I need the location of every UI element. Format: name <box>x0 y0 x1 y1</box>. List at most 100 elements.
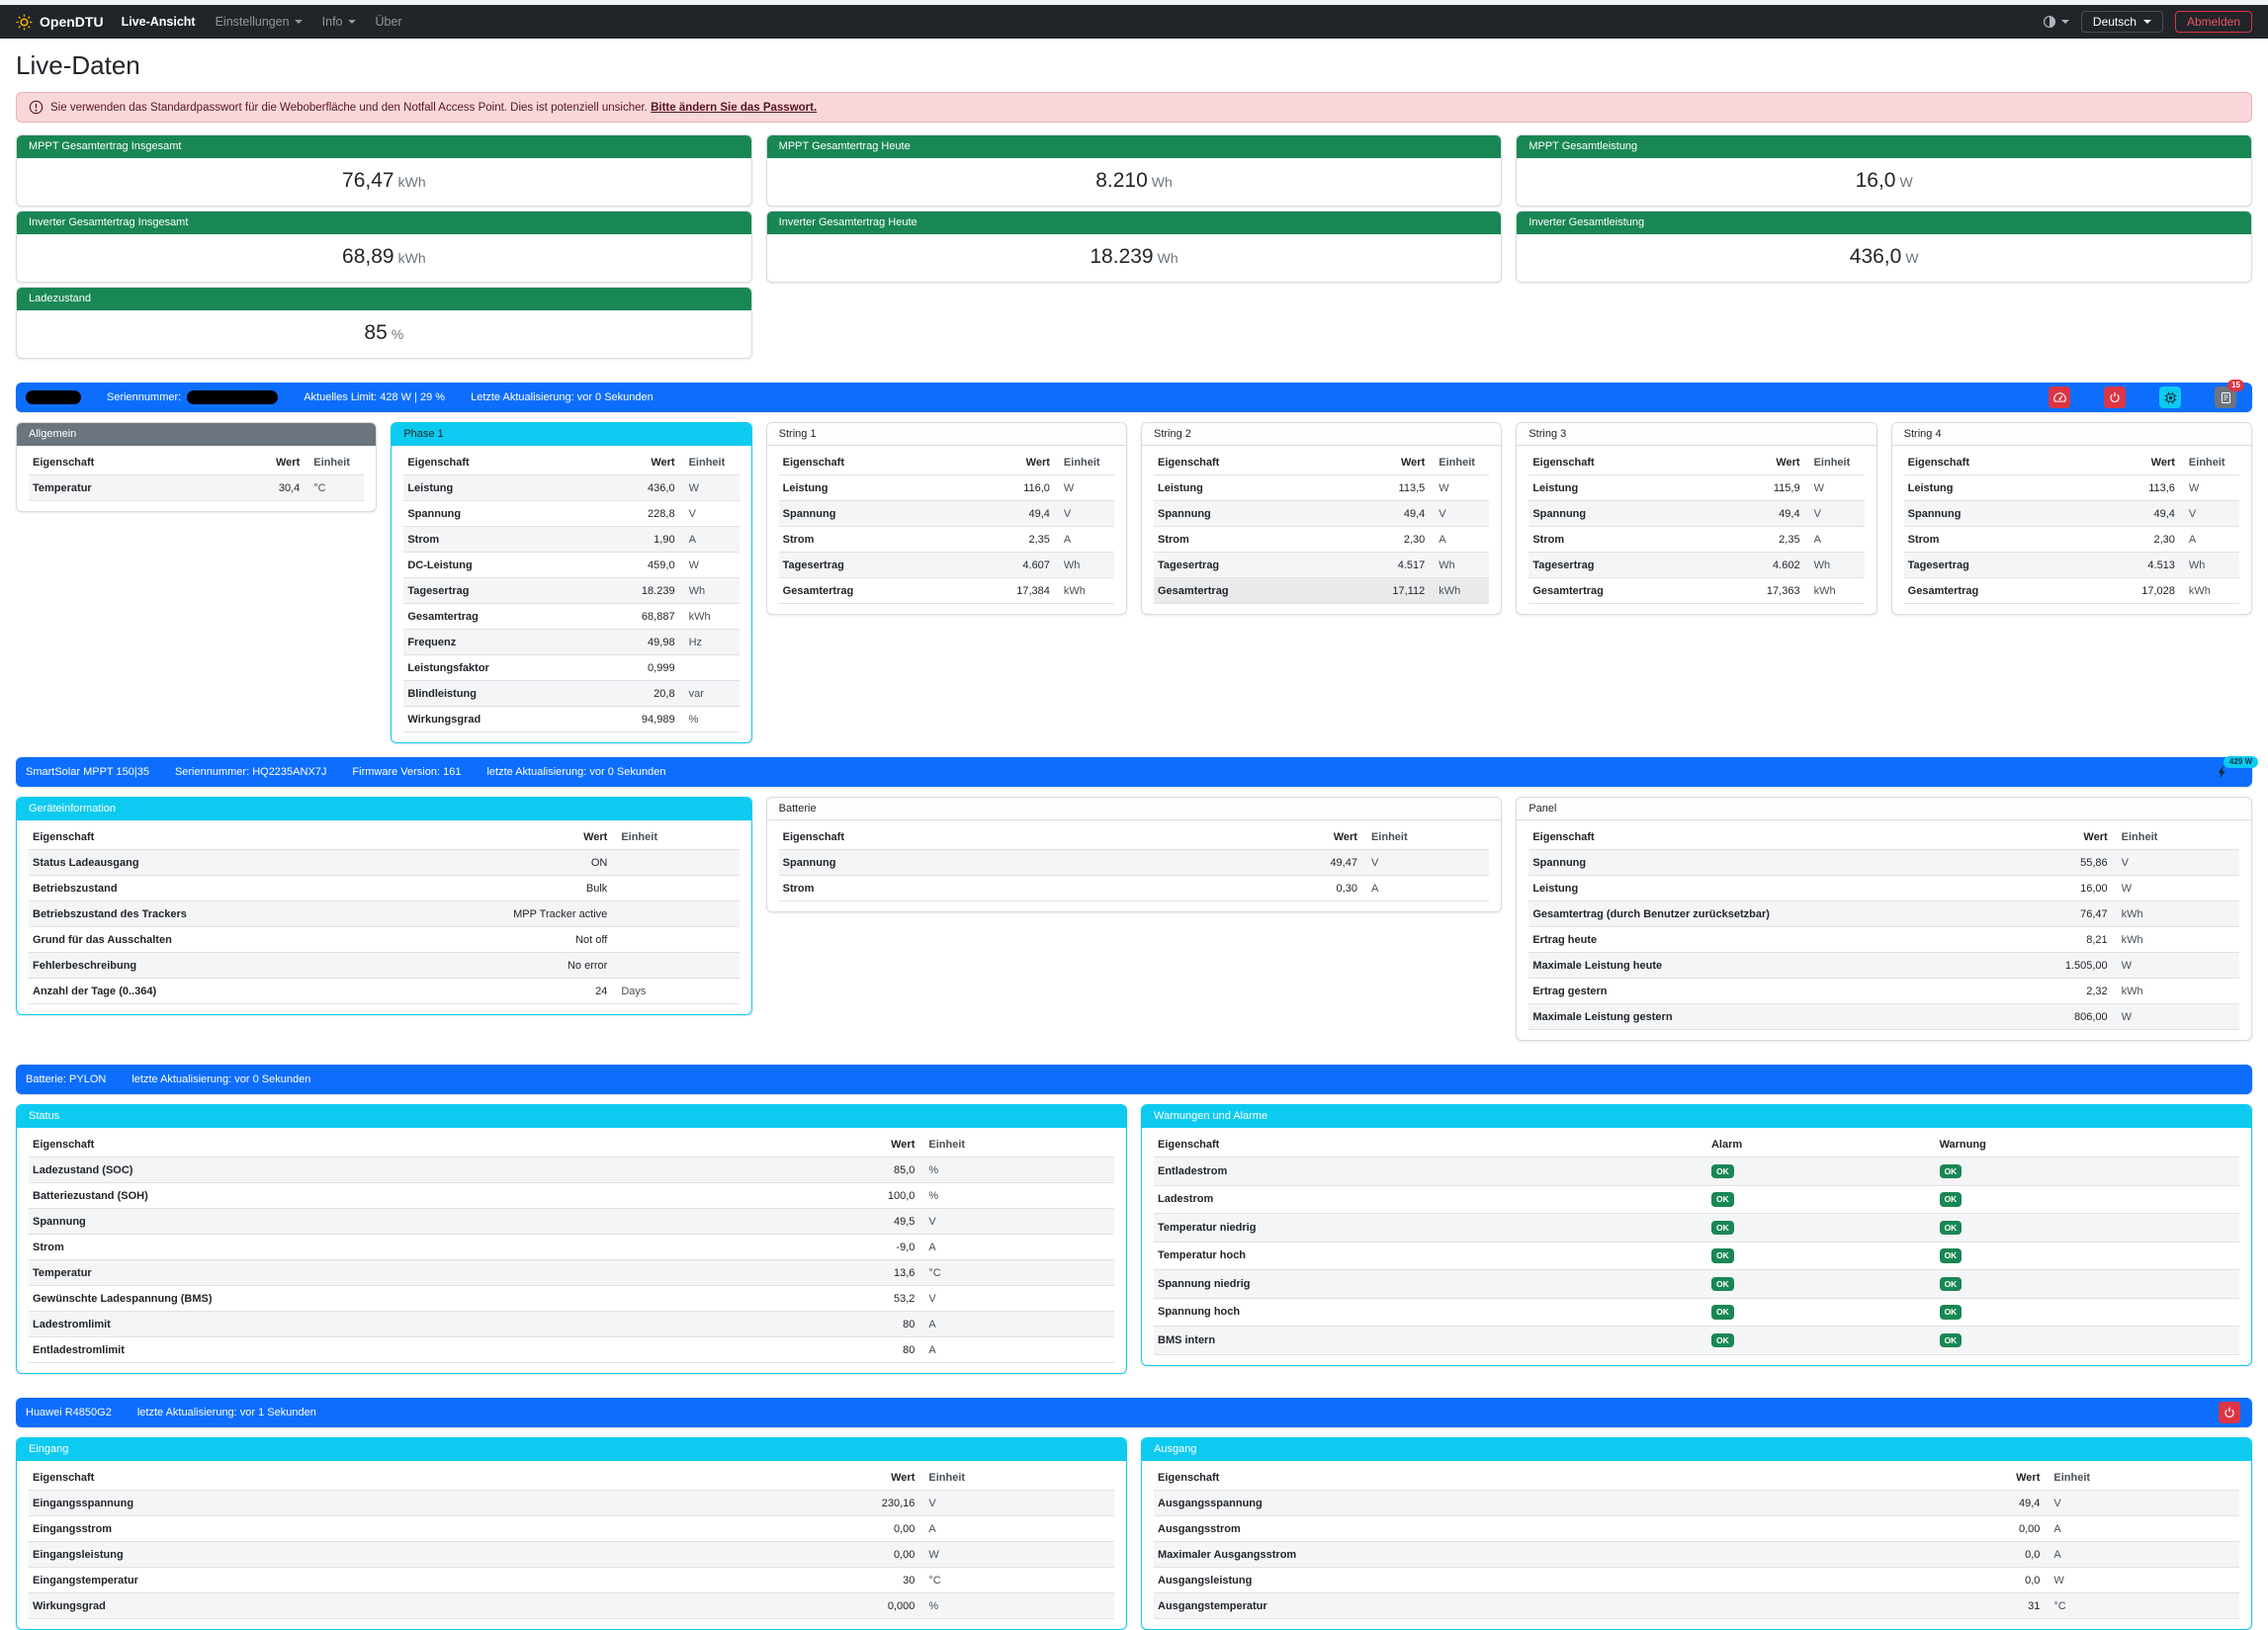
table-row: Leistungsfaktor 0,999 <box>403 654 740 681</box>
circle-half-icon <box>2043 15 2056 29</box>
language-select[interactable]: Deutsch <box>2080 11 2163 33</box>
table-row: Leistung 436,0 W <box>403 474 740 501</box>
property-unit: W <box>1053 474 1114 501</box>
property-name: Ertrag heute <box>1528 926 2013 953</box>
event-log-button[interactable]: 15 <box>2215 380 2244 408</box>
victron-header-bar: SmartSolar MPPT 150|35 Seriennummer: HQ2… <box>16 756 2259 787</box>
property-name: Leistung <box>403 474 592 501</box>
window-top-strip <box>0 0 2268 5</box>
property-name: Maximale Leistung heute <box>1528 952 2013 979</box>
property-name: Leistung <box>1154 474 1336 501</box>
property-value: 0,00 <box>1884 1515 2045 1542</box>
nav-item-einstellungen[interactable]: Einstellungen <box>216 15 303 29</box>
property-value: 55,86 <box>2012 849 2112 876</box>
ok-badge: OK <box>1710 1192 1734 1207</box>
theme-toggle-button[interactable] <box>2043 15 2069 29</box>
property-unit: °C <box>2044 1592 2239 1619</box>
property-unit: W <box>2111 952 2239 979</box>
table-row: Ertrag gestern 2,32 kWh <box>1528 978 2239 1004</box>
device-info-button[interactable] <box>2159 386 2181 408</box>
table-row: Ladestromlimit 80 A <box>29 1311 1114 1337</box>
table-row: Spannung niedrig OK OK <box>1154 1269 2239 1299</box>
ok-badge: OK <box>1710 1276 1734 1291</box>
property-unit: Wh <box>1803 552 1865 578</box>
property-unit: var <box>678 680 740 707</box>
property-unit: A <box>1429 526 1490 553</box>
property-value: 806,00 <box>2012 1003 2112 1030</box>
table-row: Strom 1,90 A <box>403 526 740 553</box>
change-password-link[interactable]: Bitte ändern Sie das Passwort. <box>651 101 818 114</box>
nav-right: Deutsch Abmelden <box>2043 11 2252 33</box>
geraeteinformation-table: Eigenschaft Wert Einheit Status Ladeausgan… <box>29 824 740 1004</box>
property-unit: A <box>918 1515 1114 1542</box>
card-title: String 4 <box>1891 423 2251 446</box>
nav-item-ueber[interactable]: Über <box>375 15 402 29</box>
property-value: 115,9 <box>1708 474 1804 501</box>
table-row: Spannung 49,47 V <box>778 849 1490 876</box>
property-value: 4.602 <box>1708 552 1804 578</box>
huawei-power-button[interactable] <box>2219 1402 2240 1423</box>
table-row: Strom 2,35 A <box>1528 526 1865 553</box>
ok-badge: OK <box>1710 1220 1734 1235</box>
table-row: Entladestromlimit 80 A <box>29 1336 1114 1363</box>
table-row: Eingangsstrom 0,00 A <box>29 1515 1114 1542</box>
table-row: Wirkungsgrad 94,989% <box>403 706 740 732</box>
property-unit: W <box>678 474 740 501</box>
ok-badge: OK <box>1939 1220 1963 1235</box>
property-name: Maximaler Ausgangsstrom <box>1154 1541 1885 1568</box>
alert-text: Sie verwenden das Standardpasswort für d… <box>50 101 648 114</box>
property-name: Ladestrom <box>1154 1185 1707 1214</box>
property-name: Leistung <box>1528 474 1709 501</box>
property-name: Temperatur niedrig <box>1154 1213 1707 1243</box>
property-name: Gesamtertrag <box>1528 577 1709 604</box>
property-value: 49,98 <box>591 629 679 655</box>
property-name: Eingangsstrom <box>29 1515 682 1542</box>
stat-card-title: MPPT Gesamtertrag Heute <box>766 135 1502 158</box>
property-unit: A <box>678 526 740 553</box>
property-value: 53,2 <box>778 1285 919 1312</box>
card-geraeteinformation: Geräteinformation Eigenschaft Wert Einheit… <box>16 797 752 1015</box>
table-row: Temperatur hoch OK OK <box>1154 1242 2239 1270</box>
table-row: Grund für das Ausschalten Not off <box>29 926 740 953</box>
property-unit: % <box>918 1592 1114 1619</box>
property-value: 0,000 <box>681 1592 919 1619</box>
table-row: Ausgangsstrom 0,00 A <box>1154 1515 2239 1542</box>
property-unit: kWh <box>678 603 740 630</box>
table-row: Status Ladeausgang ON <box>29 849 740 876</box>
navbar: OpenDTU Live-Ansicht Einstellungen Info … <box>0 5 2268 39</box>
brand[interactable]: OpenDTU <box>16 14 104 31</box>
property-value: 0,0 <box>1884 1541 2045 1568</box>
property-unit: V <box>918 1285 1114 1312</box>
property-unit: A <box>918 1336 1114 1363</box>
limit-settings-button[interactable] <box>2049 386 2070 408</box>
property-value: 459,0 <box>591 552 679 578</box>
property-value: 17,384 <box>959 577 1054 604</box>
logout-button[interactable]: Abmelden <box>2174 11 2252 33</box>
property-value: 13,6 <box>778 1259 919 1286</box>
table-row: Spannung 49,4 V <box>1528 500 1865 527</box>
chevron-down-icon <box>2142 20 2151 24</box>
nav-item-live-ansicht[interactable]: Live-Ansicht <box>121 15 196 29</box>
property-value: 30,4 <box>217 474 305 501</box>
pylon-device: Batterie: PYLON <box>26 1073 107 1085</box>
property-value: 20,8 <box>591 680 679 707</box>
property-value: 0,0 <box>1884 1567 2045 1593</box>
stat-card-mppt-total: MPPT Gesamtertrag Insgesamt 76,47 kWh <box>16 134 752 207</box>
property-name: Grund für das Ausschalten <box>29 926 387 953</box>
nav-item-info[interactable]: Info <box>322 15 356 29</box>
table-row: Ertrag heute 8,21 kWh <box>1528 926 2239 953</box>
property-value: 4.513 <box>2084 552 2179 578</box>
property-unit: V <box>2044 1490 2239 1516</box>
table-row: Spannung 55,86 V <box>1528 849 2239 876</box>
property-name: DC-Leistung <box>403 552 592 578</box>
pylon-last-update: letzte Aktualisierung: vor 0 Sekunden <box>131 1073 311 1085</box>
card-title: Ausgang <box>1142 1438 2251 1461</box>
cpu-icon <box>2164 391 2177 404</box>
pylon-section: Batterie: PYLON letzte Aktualisierung: v… <box>16 1065 2252 1374</box>
table-row: BMS intern OK OK <box>1154 1326 2239 1355</box>
property-value: 24 <box>386 978 612 1004</box>
sun-icon <box>16 14 33 31</box>
power-toggle-button[interactable] <box>2104 386 2126 408</box>
property-name: Ausgangsspannung <box>1154 1490 1885 1516</box>
card-title: Eingang <box>17 1438 1126 1461</box>
